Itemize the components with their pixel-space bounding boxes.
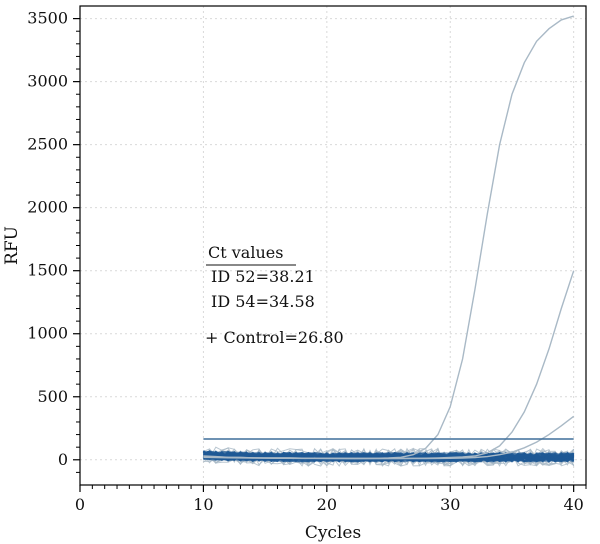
ct-values-heading: Ct values [208,243,283,262]
y-tick-label: 3500 [27,9,68,28]
y-axis-label: RFU [2,226,22,265]
x-tick-label: 10 [193,495,213,514]
baseline-trace [202,450,575,463]
axis-ticks: 0 10 20 30 40 0 500 1000 1500 2000 2500 3000 3500 [27,9,587,514]
ct-value-id52: ID 52=38.21 [211,267,315,286]
x-tick-label: 30 [440,495,460,514]
y-tick-label: 1500 [27,261,68,280]
amplification-curve-3 [203,415,575,460]
ct-values-annotation: Ct values ID 52=38.21 ID 54=34.58 + Cont… [205,243,344,347]
ct-value-control: + Control=26.80 [205,328,344,347]
x-tick-label: 40 [563,495,583,514]
ct-value-id54: ID 54=34.58 [211,292,315,311]
gridlines [80,6,586,485]
amplification-curve-1 [203,15,574,460]
y-tick-label: 3000 [27,72,68,91]
amplification-curves [203,15,575,460]
y-tick-label: 2500 [27,135,68,154]
x-tick-label: 0 [75,495,85,514]
x-tick-label: 20 [317,495,337,514]
plot-frame [79,5,587,486]
y-tick-label: 0 [58,450,68,469]
y-tick-label: 1000 [27,324,68,343]
x-axis-label: Cycles [305,523,361,543]
y-tick-label: 2000 [27,198,68,217]
y-tick-label: 500 [37,387,68,406]
